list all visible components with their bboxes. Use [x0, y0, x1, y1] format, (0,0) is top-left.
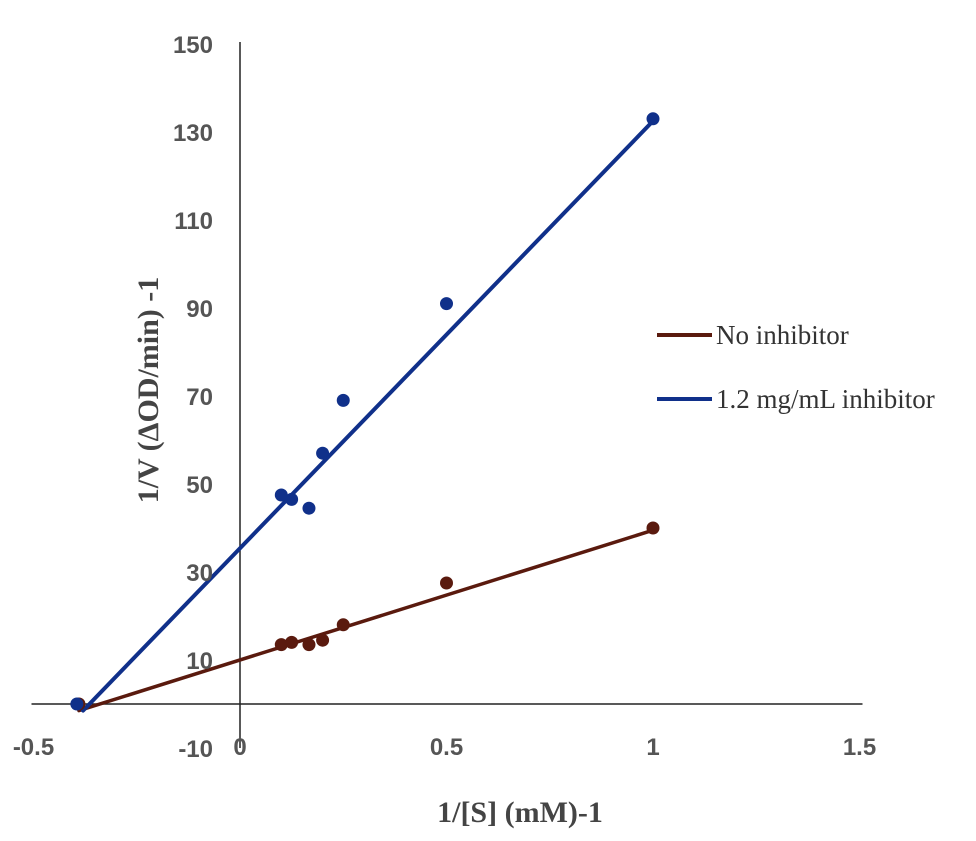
- data-point-series-1: [285, 492, 299, 506]
- data-point-series-1: [316, 446, 330, 460]
- data-point-series-1: [440, 297, 453, 311]
- data-point-series-0: [285, 635, 299, 649]
- trendline-series-1: [81, 119, 655, 713]
- data-point-series-0: [646, 521, 660, 535]
- legend-label-no-inhibitor: No inhibitor: [716, 320, 849, 350]
- trendline-series-0: [77, 528, 655, 713]
- y-tick-label: 150: [173, 32, 213, 59]
- x-tick-label: 1: [646, 734, 659, 761]
- data-point-series-1: [274, 488, 288, 502]
- x-axis-title: 1/[S] (mM)-1: [437, 796, 603, 829]
- legend-label-inhibitor: 1.2 mg/mL inhibitor: [716, 384, 935, 414]
- data-point-series-0: [316, 633, 330, 647]
- data-point-series-1: [336, 393, 350, 407]
- x-tick-label: 0: [233, 734, 246, 761]
- tick-labels: -0.5 0 0.5 1 1.5 -10 10 30 50 70 90 110 130 150: [13, 32, 876, 763]
- data-points: [70, 112, 660, 711]
- data-point-series-0: [302, 638, 316, 652]
- y-tick-label: 110: [174, 208, 213, 235]
- y-tick-label: -10: [178, 736, 213, 763]
- data-point-series-1: [646, 112, 660, 126]
- data-point-series-0: [274, 638, 288, 652]
- x-tick-label: 1.5: [843, 734, 876, 761]
- y-tick-label: 90: [186, 296, 213, 323]
- axes: [31, 42, 863, 748]
- data-point-series-1: [302, 501, 316, 515]
- x-tick-label: -0.5: [13, 734, 54, 761]
- data-point-series-1: [70, 697, 84, 711]
- y-axis-title: 1/V (ΔOD/min) -1: [132, 277, 165, 504]
- y-tick-label: 130: [173, 120, 213, 147]
- y-tick-label: 30: [186, 560, 213, 587]
- y-tick-label: 50: [186, 472, 213, 499]
- legend: No inhibitor 1.2 mg/mL inhibitor: [657, 320, 935, 414]
- trendlines: [77, 119, 655, 713]
- data-point-series-0: [336, 618, 350, 632]
- y-tick-label: 10: [186, 648, 213, 675]
- data-point-series-0: [440, 576, 453, 590]
- y-tick-label: 70: [186, 384, 213, 411]
- x-tick-label: 0.5: [430, 734, 463, 761]
